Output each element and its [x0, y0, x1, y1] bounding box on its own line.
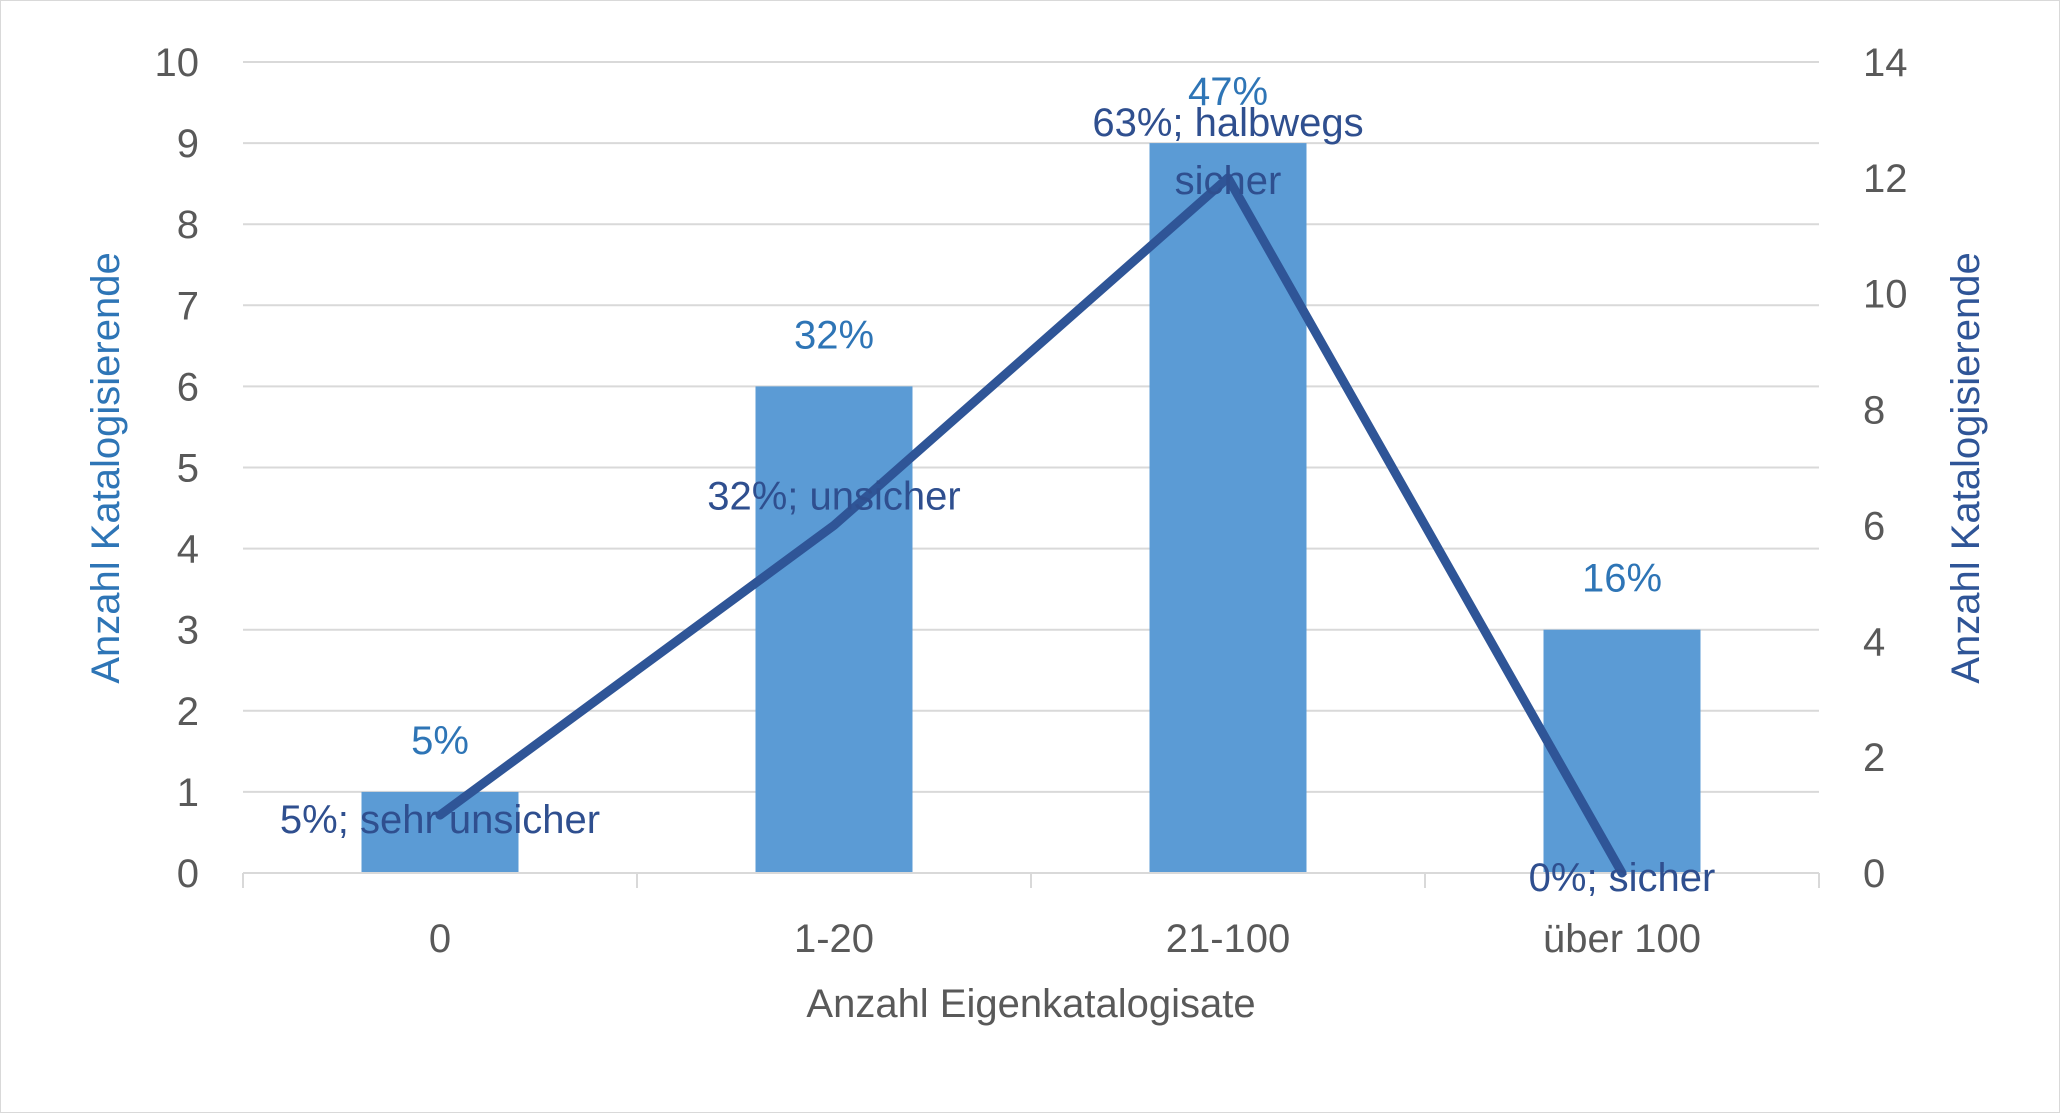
bar-series [361, 143, 1701, 874]
bar-data-label: 16% [1582, 557, 1662, 601]
left-y-tick-label: 10 [155, 41, 200, 85]
left-y-axis: 0 1 2 3 4 5 6 7 8 9 10 [155, 41, 200, 896]
line-data-label: 32%; unsicher [707, 474, 960, 518]
line-data-labels: 5%; sehr unsicher 32%; unsicher 63%; halbw… [280, 101, 1715, 900]
right-y-axis-title: Anzahl Katalogisierende [1944, 252, 1988, 683]
right-y-tick-label: 12 [1863, 157, 1908, 201]
right-y-tick-label: 2 [1863, 736, 1885, 780]
left-y-tick-label: 1 [177, 771, 199, 815]
left-y-tick-label: 5 [177, 447, 199, 491]
right-y-tick-label: 8 [1863, 389, 1885, 433]
line-data-label: 63%; halbwegs sicher [1092, 101, 1363, 203]
left-y-tick-label: 3 [177, 609, 199, 653]
left-y-tick-label: 9 [177, 122, 199, 166]
left-y-tick-label: 4 [177, 528, 199, 572]
right-y-tick-label: 10 [1863, 273, 1908, 317]
x-tick-labels: 0 1-20 21-100 über 100 [429, 917, 1701, 961]
x-tick-label: 21-100 [1166, 917, 1291, 961]
bar [1149, 143, 1307, 874]
bar-data-label: 5% [411, 719, 469, 763]
right-y-tick-label: 0 [1863, 852, 1885, 896]
bar [1543, 629, 1701, 873]
right-y-tick-label: 6 [1863, 504, 1885, 548]
bar [361, 791, 519, 873]
line-series [435, 173, 1627, 878]
line-data-label: 5%; sehr unsicher [280, 798, 600, 842]
right-y-tick-label: 4 [1863, 620, 1885, 664]
bar-data-labels: 5% 32% 47% 16% [411, 70, 1662, 763]
left-y-axis-title: Anzahl Katalogisierende [84, 252, 128, 683]
bar-data-label: 47% [1188, 70, 1268, 114]
bar-data-label: 32% [794, 313, 874, 357]
left-y-tick-label: 7 [177, 284, 199, 328]
right-y-tick-label: 14 [1863, 41, 1908, 85]
gridlines [243, 61, 1819, 793]
left-y-tick-label: 2 [177, 690, 199, 734]
x-tick-label: 1-20 [794, 917, 874, 961]
right-y-axis: 0 2 4 6 8 10 12 14 [1863, 41, 1908, 896]
left-y-tick-label: 8 [177, 203, 199, 247]
line-data-label: 0%; sicher [1529, 856, 1716, 900]
x-tick-label: über 100 [1543, 917, 1701, 961]
left-y-tick-label: 0 [177, 852, 199, 896]
x-axis [242, 872, 1820, 888]
x-axis-title: Anzahl Eigenkatalogisate [806, 982, 1255, 1026]
x-tick-label: 0 [429, 917, 451, 961]
left-y-tick-label: 6 [177, 365, 199, 409]
bar [755, 386, 913, 873]
line-path [435, 173, 1627, 878]
